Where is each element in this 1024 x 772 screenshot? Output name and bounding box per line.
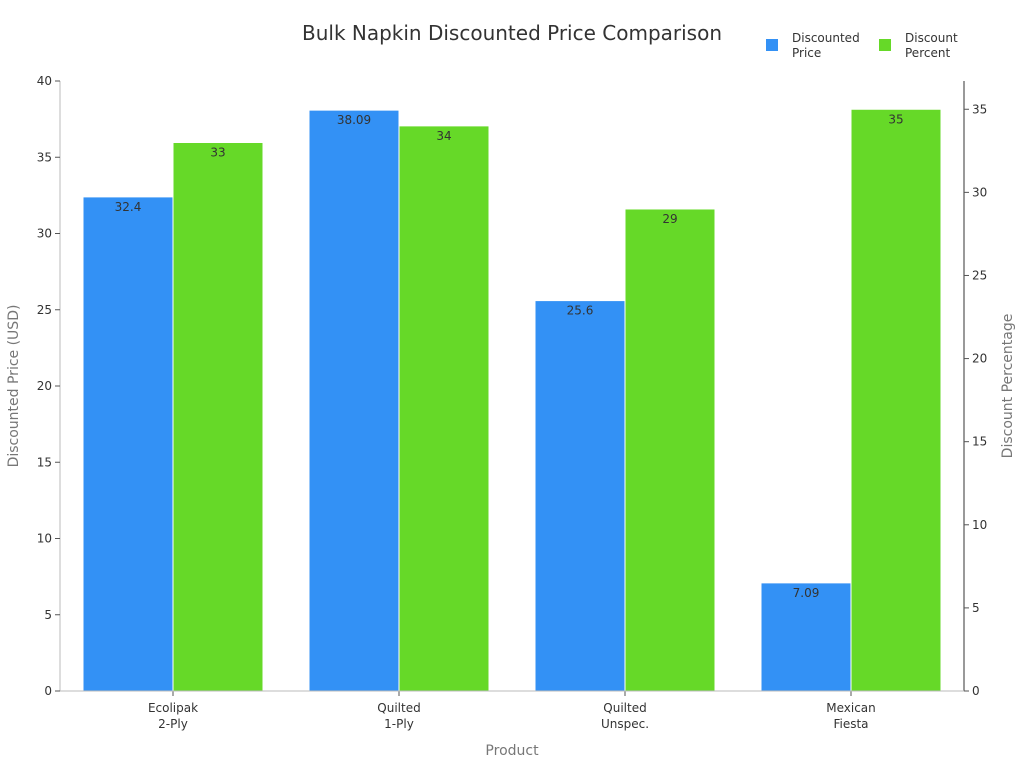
- y2-tick-label: 20: [972, 352, 987, 366]
- data-label: 25.6: [567, 304, 594, 318]
- x-tick-label-line: Quilted: [377, 701, 420, 715]
- x-tick-label-line: Ecolipak: [148, 701, 198, 715]
- legend-swatch-discount-percent[interactable]: [879, 39, 891, 51]
- data-label: 7.09: [793, 586, 820, 600]
- y2-tick-label: 15: [972, 435, 987, 449]
- legend-label-line: Percent: [905, 46, 950, 60]
- data-label: 34: [436, 129, 451, 143]
- bar-discount-percent[interactable]: [624, 208, 716, 692]
- y-tick-label: 25: [37, 303, 52, 317]
- y2-tick-label: 5: [972, 601, 980, 615]
- legend-swatch-discounted-price[interactable]: [766, 39, 778, 51]
- x-tick-label: Mexican Fiesta: [826, 701, 876, 731]
- y-tick-label: 0: [44, 684, 52, 698]
- legend-label: Discount Percent: [905, 31, 958, 60]
- bar-discount-percent[interactable]: [850, 108, 942, 692]
- x-axis-label: Product: [485, 743, 539, 759]
- y2-tick-label: 30: [972, 185, 987, 199]
- x-tick-label: Quilted Unspec.: [601, 701, 649, 731]
- y2-tick-label: 10: [972, 518, 987, 532]
- x-tick-label-line: 1-Ply: [384, 717, 414, 731]
- y-tick-label: 30: [37, 227, 52, 241]
- y2-tick-label: 0: [972, 684, 980, 698]
- x-tick-label: Quilted 1-Ply: [377, 701, 420, 731]
- bar-discount-percent[interactable]: [398, 125, 490, 692]
- data-label: 33: [210, 145, 225, 159]
- y-tick-label: 20: [37, 379, 52, 393]
- x-tick-label: Ecolipak 2-Ply: [148, 701, 198, 731]
- legend-label-line: Discounted: [792, 31, 860, 45]
- bar-discount-percent[interactable]: [172, 141, 264, 692]
- legend-label-line: Discount: [905, 31, 958, 45]
- legend-label: Discounted Price: [792, 31, 860, 60]
- x-tick-label-line: Mexican: [826, 701, 876, 715]
- x-tick-label-line: 2-Ply: [158, 717, 188, 731]
- data-label: 38.09: [337, 113, 371, 127]
- y-tick-label: 5: [44, 608, 52, 622]
- legend-label-line: Price: [792, 46, 821, 60]
- bar-discounted-price[interactable]: [534, 300, 626, 692]
- plot-layer: 0 5 10 15 20 25 30 35 40 0 5 10 15 20 25 30 35 32.4 33 Ecol…: [37, 31, 988, 731]
- bar-discounted-price[interactable]: [308, 109, 400, 692]
- chart-title: Bulk Napkin Discounted Price Comparison: [302, 21, 722, 45]
- y-tick-label: 15: [37, 455, 52, 469]
- data-label: 32.4: [115, 200, 142, 214]
- y-tick-label: 35: [37, 150, 52, 164]
- y2-axis-label: Discount Percentage: [1000, 314, 1016, 459]
- x-tick-label-line: Unspec.: [601, 717, 649, 731]
- y-tick-label: 40: [37, 74, 52, 88]
- y2-tick-label: 35: [972, 102, 987, 116]
- x-tick-label-line: Fiesta: [833, 717, 868, 731]
- data-label: 35: [888, 112, 903, 126]
- data-label: 29: [662, 212, 677, 226]
- y2-tick-label: 25: [972, 268, 987, 282]
- y-axis-label: Discounted Price (USD): [6, 305, 22, 468]
- bar-discounted-price[interactable]: [82, 196, 174, 692]
- x-tick-label-line: Quilted: [603, 701, 646, 715]
- y-tick-label: 10: [37, 532, 52, 546]
